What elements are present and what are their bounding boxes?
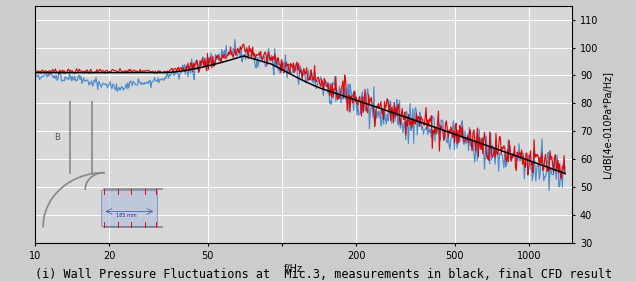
Y-axis label: L/dB[4e-010Pa*Pa/Hz]: L/dB[4e-010Pa*Pa/Hz] [602, 71, 612, 178]
Text: B: B [54, 133, 60, 142]
Text: 185 mm: 185 mm [116, 213, 137, 218]
Bar [102, 190, 157, 226]
X-axis label: f/Hz: f/Hz [284, 264, 303, 275]
Text: (i) Wall Pressure Fluctuations at  Mic.3, measurements in black, final CFD resul: (i) Wall Pressure Fluctuations at Mic.3,… [35, 268, 612, 281]
